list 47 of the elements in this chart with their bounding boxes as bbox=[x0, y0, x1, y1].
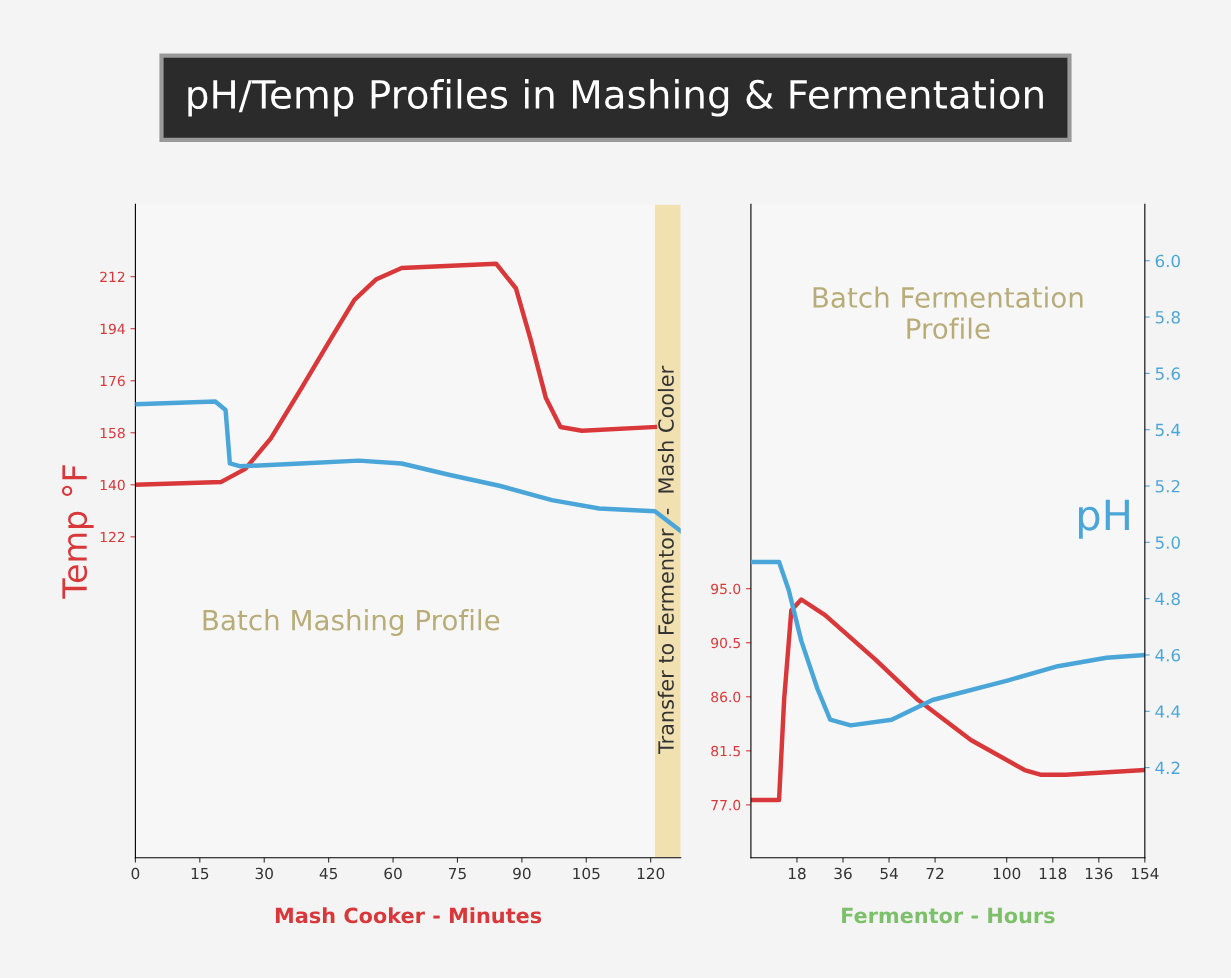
chart-title: pH/Temp Profiles in Mashing & Fermentation bbox=[188, 78, 1043, 117]
y-tick-label: 176 bbox=[100, 375, 125, 387]
x-tick-label: 60 bbox=[384, 867, 402, 880]
y2-tick-label: 5.0 bbox=[1155, 536, 1180, 549]
y2-tick-label: 6.0 bbox=[1155, 254, 1180, 268]
annotation: Batch Fermentation Profile bbox=[813, 286, 1083, 340]
x-tick-label: 154 bbox=[1131, 867, 1159, 880]
y-tick-label: 158 bbox=[100, 427, 125, 439]
y2-tick-label: 4.6 bbox=[1155, 648, 1181, 662]
annotation: Batch Mashing Profile bbox=[203, 609, 500, 636]
y-axis-title: Temp °F bbox=[61, 465, 94, 599]
y-tick-label: 140 bbox=[100, 479, 125, 491]
y-tick-label: 81.5 bbox=[711, 745, 740, 757]
x-tick-label: 36 bbox=[834, 867, 852, 880]
x-tick-label: 75 bbox=[448, 867, 466, 880]
y2-tick-label: 4.4 bbox=[1155, 705, 1181, 718]
y-tick-label: 122 bbox=[100, 531, 125, 543]
x-axis-title: Fermentor - Hours bbox=[842, 907, 1055, 924]
x-tick-label: 136 bbox=[1085, 867, 1113, 880]
y2-tick-label: 5.6 bbox=[1155, 367, 1181, 380]
x-tick-label: 30 bbox=[255, 867, 273, 880]
x-tick-label: 72 bbox=[926, 867, 944, 880]
x-axis-title: Mash Cooker - Minutes bbox=[275, 907, 542, 924]
y2-tick-label: 5.4 bbox=[1155, 423, 1181, 437]
x-tick-label: 118 bbox=[1039, 867, 1067, 880]
y2-tick-label: 5.2 bbox=[1155, 479, 1180, 493]
y-tick-label: 86.0 bbox=[711, 691, 741, 703]
x-tick-label: 100 bbox=[993, 867, 1021, 880]
x-tick-label: 54 bbox=[880, 867, 898, 880]
y-tick-label: 77.0 bbox=[711, 799, 741, 811]
y-tick-label: 212 bbox=[100, 271, 125, 282]
x-tick-label: 120 bbox=[637, 867, 665, 880]
x-tick-label: 90 bbox=[513, 867, 531, 880]
x-tick-label: 105 bbox=[573, 867, 600, 880]
x-tick-label: 15 bbox=[191, 867, 209, 880]
band-label: Transfer to Fermentor - Mash Cooler bbox=[657, 365, 674, 755]
y-tick-label: 90.5 bbox=[711, 637, 740, 649]
y2-tick-label: 4.2 bbox=[1155, 761, 1180, 774]
x-tick-label: 0 bbox=[131, 867, 140, 880]
line-series bbox=[750, 597, 1145, 803]
y2-tick-label: 5.8 bbox=[1155, 311, 1180, 324]
y2-tick-label: 4.8 bbox=[1155, 592, 1180, 606]
y-tick-label: 95.0 bbox=[711, 583, 741, 595]
x-tick-label: 18 bbox=[788, 867, 806, 880]
x-tick-label: 45 bbox=[319, 867, 338, 880]
y-tick-label: 194 bbox=[100, 323, 125, 335]
y2-axis-title: pH bbox=[1079, 499, 1129, 539]
